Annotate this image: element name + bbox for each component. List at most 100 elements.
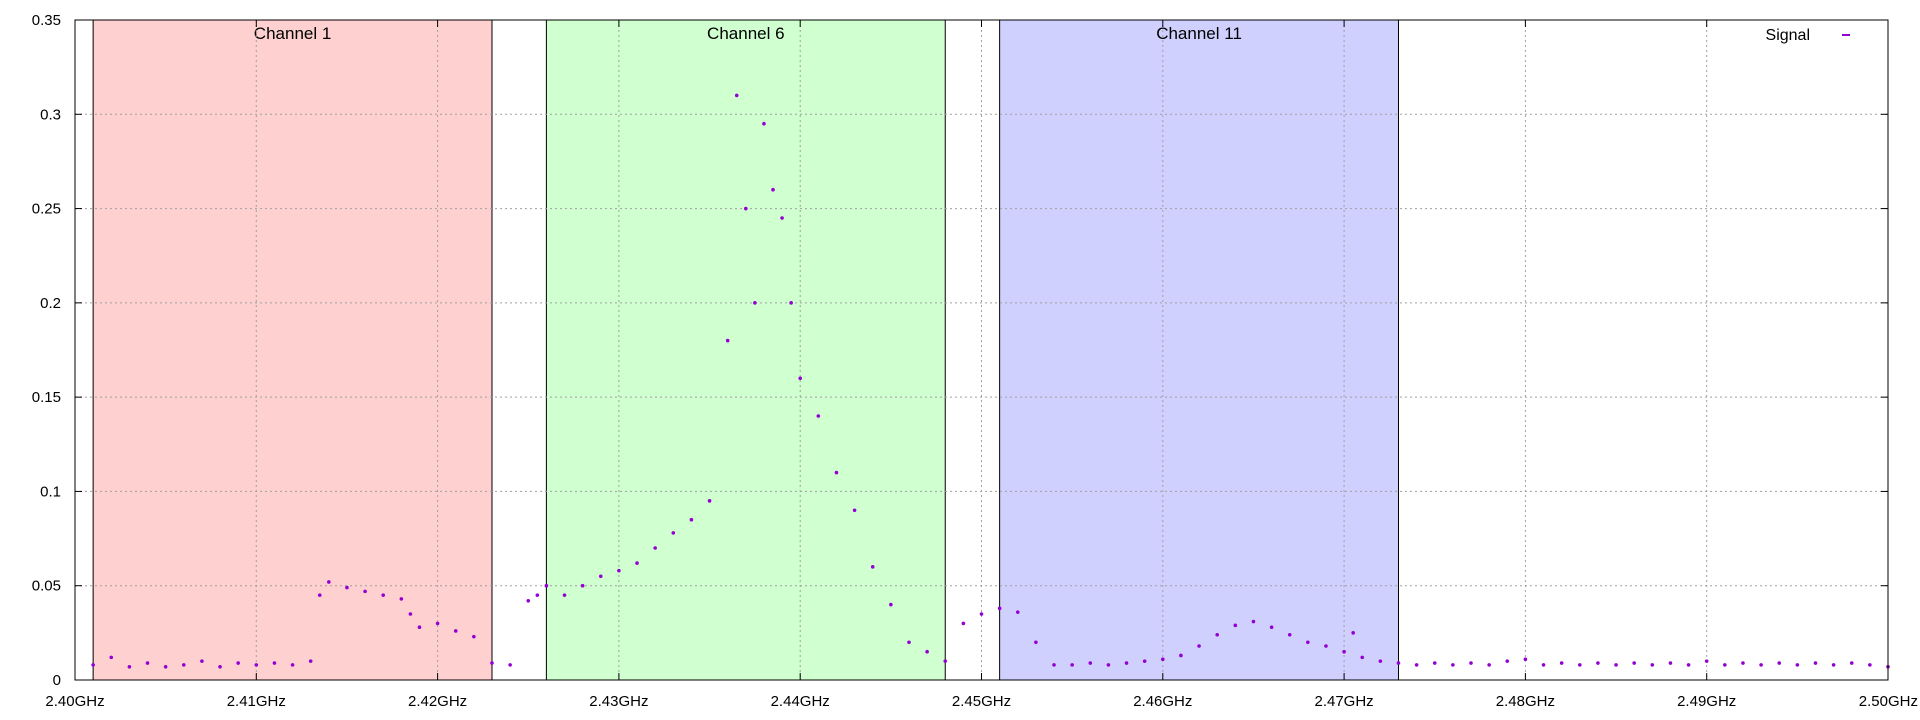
- x-tick-label: 2.44GHz: [771, 693, 830, 710]
- signal-point: [1124, 661, 1129, 665]
- signal-point: [327, 580, 331, 584]
- signal-point: [408, 612, 413, 616]
- signal-point: [562, 593, 567, 597]
- signal-point: [635, 561, 639, 565]
- signal-point: [254, 663, 259, 667]
- signal-point: [798, 376, 802, 381]
- signal-point: [1505, 659, 1510, 663]
- signal-point: [317, 593, 322, 597]
- signal-point: [1759, 663, 1763, 667]
- signal-point: [1487, 663, 1491, 667]
- x-tick-label: 2.45GHz: [952, 693, 1011, 710]
- signal-point: [1396, 661, 1401, 665]
- signal-point: [91, 663, 95, 667]
- signal-point: [1614, 663, 1618, 667]
- x-tick-label: 2.47GHz: [1314, 693, 1373, 710]
- channel-label: Channel 1: [254, 24, 332, 43]
- signal-point: [1577, 663, 1582, 667]
- channel-band: [999, 19, 1399, 681]
- x-tick-label: 2.42GHz: [408, 693, 467, 710]
- signal-point: [435, 621, 440, 626]
- signal-point: [1632, 661, 1636, 665]
- signal-point: [1034, 640, 1038, 645]
- signal-point: [780, 216, 784, 220]
- signal-point: [870, 565, 875, 569]
- channel-band: [92, 19, 493, 681]
- signal-point: [598, 574, 603, 579]
- signal-point: [535, 593, 540, 597]
- y-tick-label: 0.25: [32, 201, 61, 218]
- signal-point: [290, 663, 295, 667]
- signal-point: [707, 499, 712, 503]
- signal-point: [943, 659, 948, 663]
- signal-point: [1559, 661, 1564, 665]
- y-tick-label: 0.15: [32, 389, 61, 406]
- y-tick-label: 0.05: [32, 578, 61, 595]
- signal-point: [816, 414, 821, 418]
- signal-point: [1070, 663, 1074, 667]
- signal-point: [671, 531, 676, 535]
- signal-point: [1378, 659, 1383, 663]
- channel-label: Channel 11: [1156, 24, 1242, 43]
- grid: [75, 20, 1888, 680]
- signal-point: [907, 640, 911, 645]
- signal-point: [834, 470, 839, 475]
- x-tick-label: 2.50GHz: [1859, 693, 1918, 710]
- signal-point: [771, 187, 775, 192]
- signal-point: [1161, 657, 1165, 662]
- y-tick-label: 0.1: [40, 483, 61, 500]
- y-tick-label: 0: [53, 672, 61, 689]
- signal-point: [399, 597, 404, 601]
- x-axis-ticks: 2.40GHz 2.41GHz 2.42GHz 2.43GHz 2.44GHz 2.45G…: [45, 20, 1918, 710]
- signal-point: [1015, 610, 1020, 614]
- signal-point: [472, 634, 476, 639]
- signal-point: [1306, 640, 1310, 645]
- signal-point: [1813, 661, 1818, 665]
- signal-point: [145, 661, 150, 665]
- signal-point: [1849, 661, 1854, 665]
- signal-point: [1686, 663, 1691, 667]
- signal-points: [91, 93, 1890, 669]
- signal-point: [181, 663, 186, 667]
- signal-point: [200, 659, 204, 663]
- legend: Signal: [1766, 27, 1850, 44]
- y-tick-label: 0.3: [40, 106, 61, 123]
- signal-point: [1142, 659, 1147, 663]
- y-tick-label: 0.35: [32, 12, 61, 29]
- signal-point: [725, 338, 730, 343]
- signal-point: [1351, 631, 1355, 635]
- signal-point: [1106, 663, 1111, 667]
- signal-point: [1215, 632, 1219, 637]
- x-tick-label: 2.49GHz: [1677, 693, 1736, 710]
- signal-point: [109, 655, 114, 660]
- signal-point: [308, 659, 313, 663]
- signal-point: [1596, 661, 1600, 665]
- signal-point: [979, 612, 984, 616]
- signal-point: [1287, 632, 1292, 637]
- signal-point: [1541, 663, 1546, 667]
- channel-bands: Channel 1 Channel 6 Channel 11: [92, 19, 1399, 681]
- y-tick-label: 0.2: [40, 295, 61, 312]
- x-tick-label: 2.40GHz: [45, 693, 104, 710]
- y-axis-ticks: 0 0.05 0.1 0.15 0.2 0.25 0.3 0.35: [32, 12, 1888, 689]
- signal-point: [508, 663, 512, 667]
- signal-point: [1831, 663, 1836, 667]
- signal-point: [1868, 663, 1872, 667]
- signal-point: [1414, 663, 1419, 667]
- signal-point: [762, 121, 766, 126]
- signal-point: [1269, 625, 1274, 629]
- signal-point: [345, 585, 349, 590]
- signal-point: [1360, 655, 1365, 660]
- signal-point: [852, 508, 857, 513]
- signal-point: [544, 583, 549, 588]
- signal-point: [127, 665, 132, 669]
- signal-point: [1052, 663, 1056, 667]
- channel-band: [545, 19, 946, 681]
- legend-label: Signal: [1766, 27, 1810, 44]
- signal-point: [490, 661, 494, 665]
- signal-point: [617, 568, 621, 573]
- signal-point: [653, 546, 657, 550]
- signal-point: [163, 665, 168, 669]
- signal-point: [1650, 663, 1655, 667]
